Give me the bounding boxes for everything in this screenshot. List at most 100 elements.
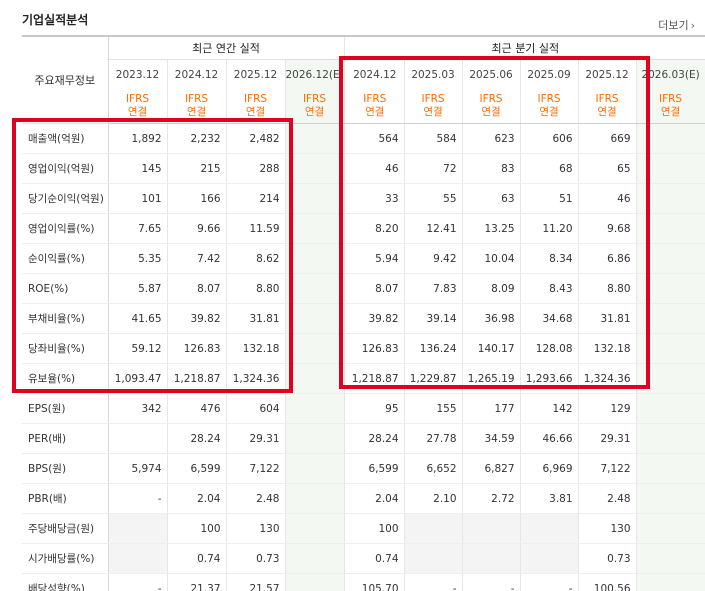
quarterly-value-cell: 6.86 xyxy=(578,243,637,274)
annual-value-cell: 145 xyxy=(108,153,168,184)
quarterly-value-cell xyxy=(404,513,463,544)
annual-period-header[interactable]: 2024.12 xyxy=(167,59,227,89)
annual-value-cell: 21.57 xyxy=(226,573,286,591)
ifrs-basis-label: IFRS 연결 xyxy=(108,89,168,124)
annual-value-cell xyxy=(285,183,345,214)
group-gap xyxy=(344,243,347,274)
more-link[interactable]: 더보기 › xyxy=(658,17,695,33)
ifrs-basis-label: IFRS 연결 xyxy=(285,89,345,124)
annual-value-cell: 166 xyxy=(167,183,227,214)
annual-value-cell: 9.66 xyxy=(167,213,227,244)
quarterly-value-cell: 142 xyxy=(520,393,579,424)
ifrs-top: IFRS xyxy=(243,93,268,105)
quarterly-value-cell xyxy=(636,543,705,574)
quarterly-value-cell: 46 xyxy=(578,183,637,214)
quarterly-value-cell: 105.70 xyxy=(346,573,405,591)
quarterly-value-cell: 2.48 xyxy=(578,483,637,514)
table-row: BPS(원) 5,974 6,599 7,122 6,599 6,652 6,827 6,96… xyxy=(22,453,705,484)
chevron-right-icon: › xyxy=(690,19,695,32)
quarterly-value-cell: 6,652 xyxy=(404,453,463,484)
group-gap xyxy=(344,573,347,591)
annual-value-cell: 7.65 xyxy=(108,213,168,244)
annual-value-cell: 132.18 xyxy=(226,333,286,364)
quarterly-value-cell: 6,969 xyxy=(520,453,579,484)
annual-value-cell: 8.62 xyxy=(226,243,286,274)
ifrs-basis-label: IFRS 연결 xyxy=(226,89,286,124)
quarterly-value-cell: 132.18 xyxy=(578,333,637,364)
quarterly-value-cell: 140.17 xyxy=(462,333,521,364)
annual-value-cell xyxy=(285,483,345,514)
quarterly-value-cell: 13.25 xyxy=(462,213,521,244)
group-gap xyxy=(344,153,347,184)
ifrs-basis-label: IFRS 연결 xyxy=(167,89,227,124)
annual-value-cell xyxy=(108,513,168,544)
period-header-row: 2023.12 2024.12 2025.12 2026.12(E) 2024.12 20… xyxy=(22,59,705,89)
annual-period-header[interactable]: 2025.12 xyxy=(226,59,286,89)
quarterly-value-cell: 8.34 xyxy=(520,243,579,274)
ifrs-top: IFRS xyxy=(595,93,619,105)
annual-period-header[interactable]: 2026.12(E) xyxy=(285,59,345,89)
annual-value-cell: 28.24 xyxy=(167,423,227,454)
quarterly-value-cell: 1,324.36 xyxy=(578,363,637,394)
annual-value-cell: 1,324.36 xyxy=(226,363,286,394)
annual-value-cell: 604 xyxy=(226,393,286,424)
annual-value-cell: 59.12 xyxy=(108,333,168,364)
quarter-period-header[interactable]: 2024.12 xyxy=(346,59,405,89)
annual-value-cell xyxy=(285,273,345,304)
annual-value-cell xyxy=(285,213,345,244)
quarterly-value-cell: - xyxy=(520,573,579,591)
ifrs-top: IFRS xyxy=(302,93,327,105)
annual-value-cell: 41.65 xyxy=(108,303,168,334)
quarter-period-header[interactable]: 2025.09 xyxy=(520,59,579,89)
ifrs-bottom: 연결 xyxy=(365,106,385,118)
annual-value-cell xyxy=(285,333,345,364)
group-gap xyxy=(344,123,347,154)
quarterly-value-cell: 11.20 xyxy=(520,213,579,244)
quarterly-value-cell xyxy=(636,153,705,184)
quarterly-value-cell: 584 xyxy=(404,123,463,154)
annual-value-cell xyxy=(285,573,345,591)
quarterly-value-cell: 6,599 xyxy=(346,453,405,484)
quarterly-value-cell: - xyxy=(404,573,463,591)
quarter-period-header[interactable]: 2025.12 xyxy=(578,59,637,89)
quarterly-value-cell: 34.59 xyxy=(462,423,521,454)
quarterly-value-cell: 1,218.87 xyxy=(346,363,405,394)
quarterly-value-cell: 8.43 xyxy=(520,273,579,304)
quarterly-value-cell: 5.94 xyxy=(346,243,405,274)
quarterly-value-cell: 34.68 xyxy=(520,303,579,334)
table-row: 부채비율(%) 41.65 39.82 31.81 39.82 39.14 36.98 34.… xyxy=(22,303,705,334)
ifrs-bottom: 연결 xyxy=(127,106,148,118)
annual-value-cell xyxy=(285,453,345,484)
annual-value-cell: 126.83 xyxy=(167,333,227,364)
table-row: ROE(%) 5.87 8.07 8.80 8.07 7.83 8.09 8.43 8.80 xyxy=(22,273,705,304)
ifrs-basis-label: IFRS 연결 xyxy=(636,89,705,124)
annual-value-cell: 5,974 xyxy=(108,453,168,484)
row-label: ROE(%) xyxy=(22,273,109,304)
annual-value-cell: 2,232 xyxy=(167,123,227,154)
group-gap xyxy=(344,213,347,244)
quarterly-value-cell: 0.73 xyxy=(578,543,637,574)
quarterly-value-cell: 36.98 xyxy=(462,303,521,334)
row-label: BPS(원) xyxy=(22,453,109,484)
quarter-period-header[interactable]: 2025.06 xyxy=(462,59,521,89)
table-row: 매출액(억원) 1,892 2,232 2,482 564 584 623 606 669 xyxy=(22,123,705,154)
quarterly-value-cell: 39.82 xyxy=(346,303,405,334)
quarterly-value-cell xyxy=(636,513,705,544)
table-row: EPS(원) 342 476 604 95 155 177 142 129 xyxy=(22,393,705,424)
quarterly-value-cell: 65 xyxy=(578,153,637,184)
annual-value-cell: 5.35 xyxy=(108,243,168,274)
quarterly-value-cell xyxy=(636,423,705,454)
ifrs-basis-label: IFRS 연결 xyxy=(578,89,637,124)
quarterly-value-cell: 55 xyxy=(404,183,463,214)
quarter-period-header[interactable]: 2026.03(E) xyxy=(636,59,705,89)
annual-value-cell: 11.59 xyxy=(226,213,286,244)
quarterly-value-cell: 1,293.66 xyxy=(520,363,579,394)
annual-value-cell: 39.82 xyxy=(167,303,227,334)
annual-period-header[interactable]: 2023.12 xyxy=(108,59,168,89)
quarterly-value-cell: - xyxy=(462,573,521,591)
quarterly-value-cell: 6,827 xyxy=(462,453,521,484)
annual-value-cell: 2.48 xyxy=(226,483,286,514)
quarter-period-header[interactable]: 2025.03 xyxy=(404,59,463,89)
quarterly-value-cell: 95 xyxy=(346,393,405,424)
row-label: 당좌비율(%) xyxy=(22,333,109,364)
